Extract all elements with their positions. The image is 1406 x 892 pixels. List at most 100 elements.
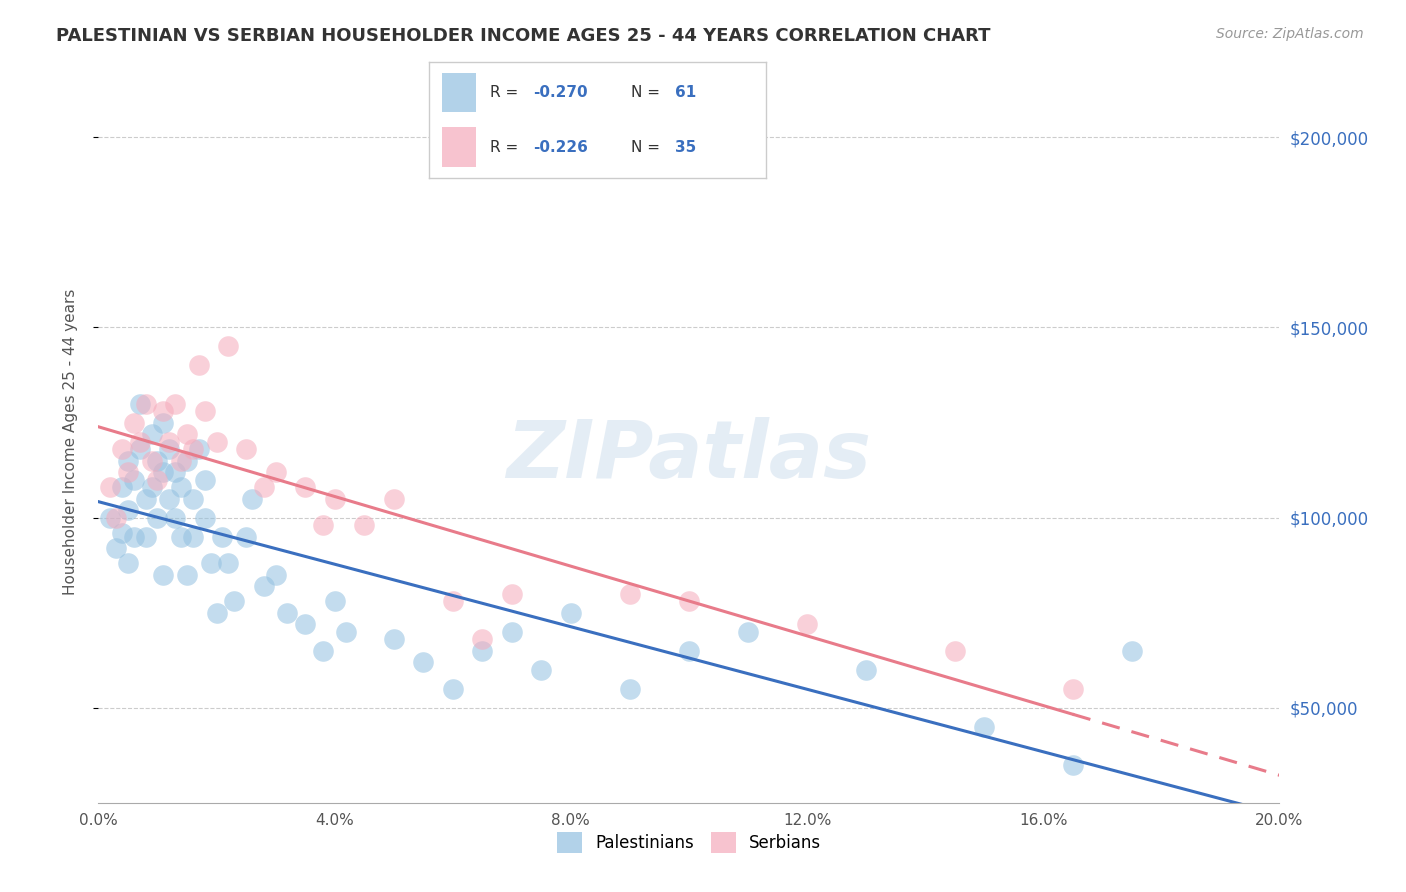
Point <box>796 617 818 632</box>
Point <box>157 442 180 457</box>
Point <box>441 681 464 696</box>
Point <box>181 491 204 506</box>
Bar <box>443 128 477 167</box>
Point <box>1062 757 1084 772</box>
Point <box>157 434 180 449</box>
Text: R =: R = <box>489 139 523 154</box>
Point <box>253 579 276 593</box>
Point <box>128 434 150 449</box>
Point <box>111 442 134 457</box>
Point <box>187 359 209 373</box>
Point <box>217 339 239 353</box>
Point <box>141 480 163 494</box>
Point <box>211 530 233 544</box>
Legend: Palestinians, Serbians: Palestinians, Serbians <box>550 826 828 860</box>
Point <box>471 643 494 657</box>
Point <box>240 491 263 506</box>
Text: ZIPatlas: ZIPatlas <box>506 417 872 495</box>
Point <box>141 426 163 441</box>
Point <box>335 624 357 639</box>
Point <box>253 480 276 494</box>
Text: R =: R = <box>489 85 523 100</box>
Point <box>323 594 346 608</box>
Point <box>264 567 287 582</box>
Point <box>501 624 523 639</box>
Point <box>187 442 209 457</box>
Text: 35: 35 <box>675 139 696 154</box>
Point <box>1062 681 1084 696</box>
Point <box>135 530 157 544</box>
Point <box>224 594 246 608</box>
Point <box>619 681 641 696</box>
Point <box>619 587 641 601</box>
Point <box>146 473 169 487</box>
Point <box>973 720 995 734</box>
Point <box>235 442 257 457</box>
Point <box>412 655 434 669</box>
Point <box>170 453 193 467</box>
Point <box>111 525 134 540</box>
Point <box>146 453 169 467</box>
Point <box>235 530 257 544</box>
Point <box>176 426 198 441</box>
Point <box>165 396 187 410</box>
Point <box>530 663 553 677</box>
Point <box>678 643 700 657</box>
Point <box>276 606 298 620</box>
Point <box>294 617 316 632</box>
Point <box>382 491 405 506</box>
Point <box>471 632 494 647</box>
Point <box>117 453 139 467</box>
Point <box>152 404 174 418</box>
Point <box>678 594 700 608</box>
Point <box>943 643 966 657</box>
Point <box>1121 643 1143 657</box>
Point <box>105 510 128 524</box>
Point <box>194 404 217 418</box>
Point <box>560 606 582 620</box>
Text: PALESTINIAN VS SERBIAN HOUSEHOLDER INCOME AGES 25 - 44 YEARS CORRELATION CHART: PALESTINIAN VS SERBIAN HOUSEHOLDER INCOM… <box>56 27 991 45</box>
Y-axis label: Householder Income Ages 25 - 44 years: Householder Income Ages 25 - 44 years <box>63 288 77 595</box>
Point <box>122 473 145 487</box>
Point <box>105 541 128 555</box>
Point <box>146 510 169 524</box>
Point <box>312 643 335 657</box>
Point <box>157 491 180 506</box>
Point <box>170 480 193 494</box>
Point <box>737 624 759 639</box>
Point <box>128 396 150 410</box>
Text: Source: ZipAtlas.com: Source: ZipAtlas.com <box>1216 27 1364 41</box>
Point <box>441 594 464 608</box>
Point <box>194 473 217 487</box>
Point <box>152 465 174 479</box>
Point <box>382 632 405 647</box>
Point <box>855 663 877 677</box>
Bar <box>443 73 477 112</box>
Point <box>117 465 139 479</box>
Point <box>501 587 523 601</box>
Point <box>205 434 228 449</box>
Point <box>98 510 121 524</box>
Point <box>181 530 204 544</box>
Point <box>176 567 198 582</box>
Point <box>117 556 139 570</box>
Point <box>152 567 174 582</box>
Point <box>294 480 316 494</box>
Point <box>141 453 163 467</box>
Point <box>323 491 346 506</box>
Text: -0.270: -0.270 <box>533 85 588 100</box>
Text: N =: N = <box>631 85 665 100</box>
Point <box>135 396 157 410</box>
Point <box>128 442 150 457</box>
Point <box>135 491 157 506</box>
Point <box>200 556 222 570</box>
Point <box>165 465 187 479</box>
Point <box>312 518 335 533</box>
Point <box>165 510 187 524</box>
Point <box>264 465 287 479</box>
Point <box>194 510 217 524</box>
Text: -0.226: -0.226 <box>533 139 588 154</box>
Point <box>98 480 121 494</box>
Point <box>170 530 193 544</box>
Point <box>217 556 239 570</box>
